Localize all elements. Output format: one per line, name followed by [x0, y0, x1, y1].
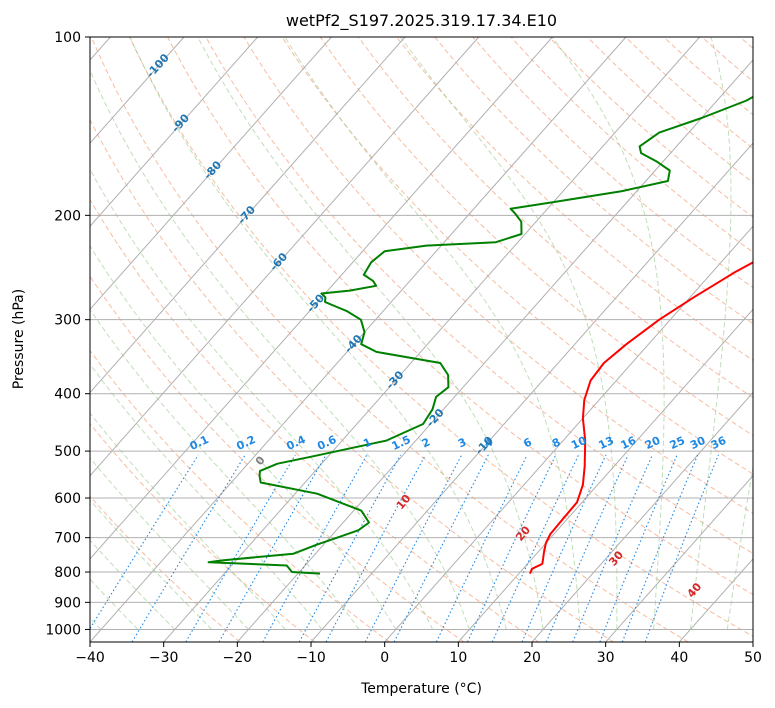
mixing-ratio-label: 30	[688, 434, 708, 452]
moist-adiabat-line	[690, 37, 732, 630]
mixing-ratio-line	[435, 454, 528, 642]
isotherm-line	[90, 37, 480, 477]
mixing-ratio-line	[364, 454, 463, 642]
x-tick-label: 0	[380, 650, 389, 666]
dry-adiabat-line	[319, 37, 753, 437]
temperature-profile-line	[529, 261, 753, 574]
axis-layer: −40 −30 −20 −10 0 10 20 30 40 50 100 200 300 400 500 60…	[45, 30, 762, 666]
mixing-ratio-line	[621, 454, 699, 642]
isotherm-line	[90, 37, 406, 394]
moist-adiabat-line	[90, 457, 249, 630]
dry-adiabat-line	[90, 37, 689, 642]
dewpoint-profile-line	[207, 95, 753, 575]
mixing-ratio-line	[131, 454, 246, 642]
dry-adiabat-line	[205, 37, 753, 555]
isotherm-line	[90, 37, 553, 560]
mixing-ratio-line	[599, 454, 678, 642]
mixing-ratio-label: 16	[619, 434, 639, 452]
x-tick-label: 10	[449, 650, 467, 666]
isotherm-line	[310, 142, 753, 642]
grid-layer	[90, 37, 753, 642]
dry-adiabat-line	[243, 37, 753, 514]
mixing-ratio-line	[90, 454, 199, 630]
x-tick-label: −20	[223, 650, 253, 666]
dry-adiabat-line	[90, 349, 390, 642]
x-tick-label: 30	[597, 650, 615, 666]
chart-title: wetPf2_S197.2025.319.17.34.E10	[286, 11, 557, 31]
mixing-ratio-line	[325, 454, 426, 642]
isotherm-line	[163, 37, 701, 642]
y-tick-label: 900	[54, 595, 81, 611]
x-tick-label: −30	[149, 650, 179, 666]
mixing-ratio-line	[644, 454, 720, 642]
mixing-ratio-label: 13	[597, 434, 616, 452]
moist-adiabat-line	[90, 308, 360, 630]
moist-adiabat-line	[90, 412, 286, 630]
y-tick-label: 100	[54, 30, 81, 46]
moist-adiabat-line	[197, 37, 544, 630]
moist-adiabat-line	[129, 37, 507, 630]
dry-adiabat-line	[625, 37, 753, 150]
data-layer	[207, 95, 753, 575]
plot-frame	[89, 36, 754, 643]
mixing-ratio-label: 20	[643, 434, 663, 452]
x-tick-label: 20	[523, 650, 541, 666]
y-tick-label: 600	[54, 491, 81, 507]
dry-adiabat-line	[90, 275, 465, 642]
isotherm-line	[90, 37, 185, 144]
mixing-ratio-line	[572, 454, 653, 642]
dry-adiabat-line	[167, 37, 753, 596]
moist-adiabat-line	[726, 464, 753, 630]
y-tick-label: 400	[54, 387, 81, 403]
mixing-ratio-label: 36	[709, 434, 729, 452]
dry-adiabat-line	[357, 37, 753, 399]
isotherm-line	[531, 391, 753, 642]
mixing-ratio-label: 25	[668, 434, 687, 452]
x-tick-label: 50	[744, 650, 762, 666]
y-axis-title: Pressure (hPa)	[11, 289, 27, 389]
dry-adiabat-line	[472, 37, 753, 289]
moist-adiabat-line	[284, 37, 581, 630]
dry-adiabat-line	[90, 422, 316, 642]
moist-adiabat-line	[551, 37, 665, 630]
isotherm-line	[90, 37, 627, 642]
x-tick-label: −10	[296, 650, 326, 666]
y-tick-label: 200	[54, 208, 81, 224]
moist-adiabat-line	[400, 37, 618, 630]
mixing-ratio-line	[467, 454, 557, 642]
moist-adiabat-line	[90, 499, 212, 630]
y-tick-label: 800	[54, 565, 81, 581]
isotherm-line	[90, 37, 332, 311]
dry-adiabat-line	[90, 118, 614, 642]
moist-adiabat-line	[90, 578, 139, 630]
isotherm-line	[605, 474, 753, 642]
x-axis-title: Temperature (°C)	[360, 681, 482, 697]
dry-adiabat-line	[90, 495, 241, 642]
x-tick-label: 40	[670, 650, 688, 666]
isotherm-line	[384, 225, 753, 642]
dry-adiabat-line	[396, 37, 753, 361]
moist-adiabat-line	[90, 244, 397, 630]
y-tick-label: 500	[54, 444, 81, 460]
dry-adiabat-line	[129, 37, 753, 637]
isotherm-line	[90, 37, 259, 228]
y-tick-label: 300	[54, 313, 81, 329]
y-tick-label: 700	[54, 531, 81, 547]
moist-adiabat-line	[90, 168, 434, 630]
mixing-ratio-line	[393, 454, 489, 642]
x-tick-label: −40	[75, 650, 105, 666]
mixing-ratio-label: 10	[569, 434, 589, 452]
dry-adiabat-line	[90, 198, 540, 642]
y-tick-label: 1000	[45, 622, 81, 638]
moist-adiabat-line	[90, 539, 176, 630]
mixing-ratio-line	[298, 454, 402, 642]
